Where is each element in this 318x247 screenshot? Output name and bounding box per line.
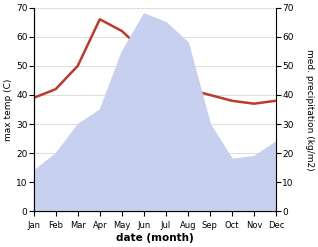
- Y-axis label: med. precipitation (kg/m2): med. precipitation (kg/m2): [305, 49, 314, 170]
- X-axis label: date (month): date (month): [116, 233, 194, 243]
- Y-axis label: max temp (C): max temp (C): [4, 78, 13, 141]
